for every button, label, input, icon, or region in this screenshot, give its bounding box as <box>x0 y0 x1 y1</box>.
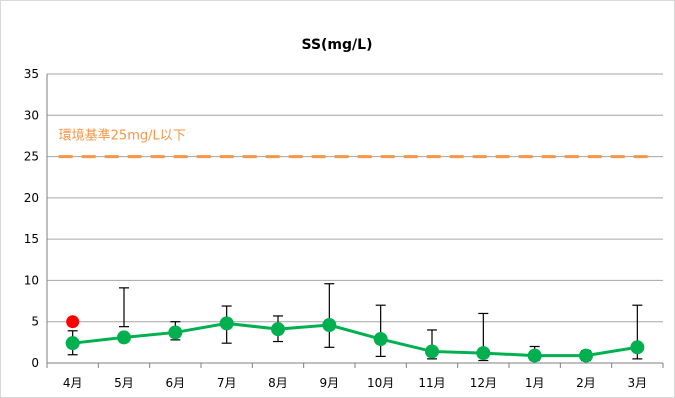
x-tick-label: 8月 <box>268 376 288 390</box>
data-point <box>271 322 285 337</box>
x-tick-label: 3月 <box>628 376 648 390</box>
x-tick-label: 2月 <box>576 376 596 390</box>
y-tick-label: 30 <box>24 108 39 122</box>
data-point <box>476 346 491 361</box>
y-tick-label: 15 <box>24 232 39 246</box>
x-tick-label: 12月 <box>470 376 497 390</box>
x-tick-label: 7月 <box>217 376 237 390</box>
data-point <box>579 348 593 363</box>
data-point <box>527 348 542 363</box>
x-tick-label: 11月 <box>418 376 445 390</box>
axes <box>46 74 664 368</box>
y-tick-label: 25 <box>24 150 39 164</box>
data-point <box>219 316 234 331</box>
x-tick-label: 10月 <box>367 376 394 390</box>
data-point <box>117 330 131 345</box>
x-tick-label: 1月 <box>525 376 545 390</box>
data-point <box>425 344 439 359</box>
x-tick-label: 9月 <box>320 376 340 390</box>
series-layer <box>65 283 645 363</box>
y-tick-label: 0 <box>31 356 39 370</box>
x-tick-label: 4月 <box>63 376 83 390</box>
reference-line-label: 環境基準25mg/L以下 <box>59 128 186 144</box>
reference-line-group: 環境基準25mg/L以下 <box>58 128 652 159</box>
data-point <box>322 318 337 333</box>
x-tick-label: 5月 <box>114 376 134 390</box>
chart-title: SS(mg/L) <box>302 37 373 53</box>
series-line <box>72 321 638 358</box>
data-point <box>630 340 645 355</box>
y-tick-label: 5 <box>31 315 39 329</box>
grid-lines <box>47 73 663 323</box>
y-tick-labels: 0 5 10 15 20 25 30 35 <box>24 67 39 370</box>
x-tick-labels: 4月 5月 6月 7月 8月 9月 10月 11月 12月 1月 2月 3月 <box>63 376 647 390</box>
data-point <box>373 332 388 347</box>
highlight-point <box>66 315 80 329</box>
y-tick-label: 35 <box>24 67 39 81</box>
data-point <box>65 336 80 351</box>
y-tick-label: 10 <box>24 273 39 287</box>
data-point <box>168 325 183 340</box>
x-tick-label: 6月 <box>166 376 186 390</box>
y-tick-label: 20 <box>24 191 39 205</box>
